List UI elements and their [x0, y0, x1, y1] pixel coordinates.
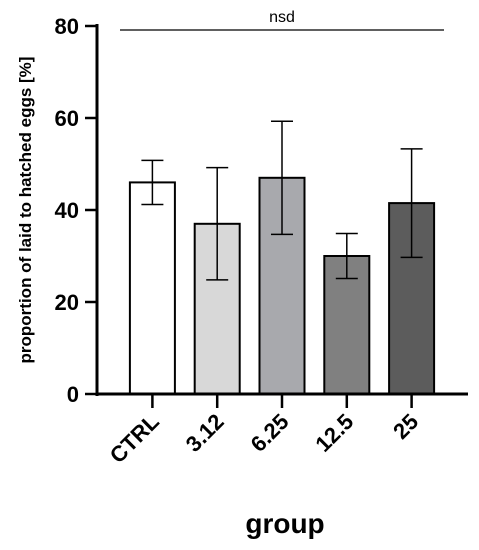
- x-tick-label: 3.12: [181, 409, 229, 457]
- y-tick-label: 40: [55, 198, 79, 223]
- y-tick-label: 0: [67, 382, 79, 407]
- bar: [128, 181, 176, 395]
- y-tick-label: 20: [55, 290, 79, 315]
- y-tick-label: 80: [55, 14, 79, 39]
- x-axis-title: group: [245, 508, 324, 539]
- x-tick-label: 6.25: [246, 409, 294, 457]
- x-tick-label: 12.5: [310, 409, 358, 457]
- x-tick-label: CTRL: [105, 409, 164, 468]
- y-tick-label: 60: [55, 106, 79, 131]
- y-axis-title: proportion of laid to hatched eggs [%]: [16, 57, 35, 364]
- significance-label: nsd: [269, 9, 295, 26]
- x-tick-label: 25: [388, 409, 423, 444]
